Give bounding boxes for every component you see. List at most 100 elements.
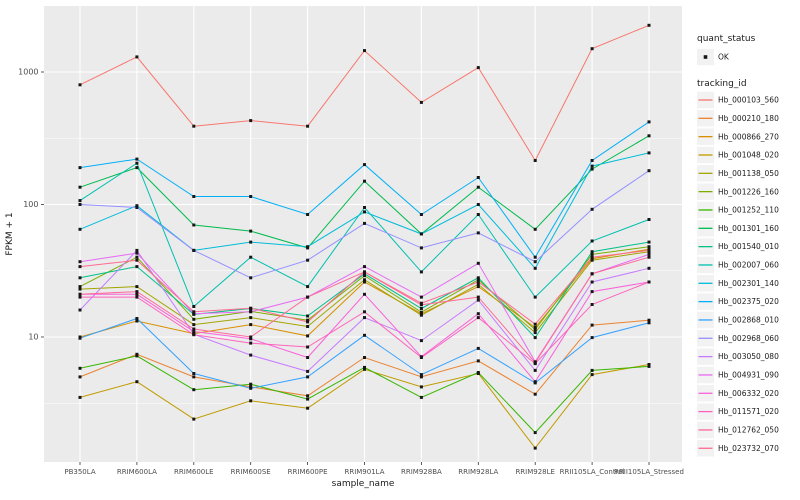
data-point[interactable]: [476, 298, 480, 302]
data-point[interactable]: [533, 322, 537, 326]
data-point[interactable]: [135, 317, 139, 320]
data-point[interactable]: [135, 285, 139, 289]
data-point[interactable]: [476, 176, 480, 179]
legend-item-Hb_002968_060[interactable]: Hb_002968_060: [697, 330, 779, 347]
data-point[interactable]: [533, 295, 537, 299]
data-point[interactable]: [192, 417, 196, 421]
data-point[interactable]: [135, 204, 139, 208]
data-point[interactable]: [306, 345, 310, 349]
data-point[interactable]: [78, 166, 82, 170]
data-point[interactable]: [533, 159, 537, 162]
data-point[interactable]: [78, 265, 82, 269]
data-point[interactable]: [192, 195, 196, 198]
data-point[interactable]: [78, 83, 82, 87]
data-point[interactable]: [419, 232, 423, 236]
data-point[interactable]: [476, 371, 480, 374]
legend-item-Hb_001048_020[interactable]: Hb_001048_020: [697, 146, 779, 164]
data-point[interactable]: [419, 303, 423, 307]
data-point[interactable]: [647, 364, 651, 368]
legend-item-Hb_002868_010[interactable]: Hb_002868_010: [697, 311, 779, 329]
data-point[interactable]: [135, 206, 139, 209]
data-point[interactable]: [306, 320, 310, 324]
data-point[interactable]: [476, 203, 480, 206]
data-point[interactable]: [249, 323, 253, 327]
data-point[interactable]: [78, 227, 82, 231]
data-point[interactable]: [590, 280, 594, 284]
data-point[interactable]: [363, 206, 366, 209]
data-point[interactable]: [476, 185, 480, 189]
data-point[interactable]: [476, 231, 480, 235]
data-point[interactable]: [249, 276, 253, 280]
data-point[interactable]: [647, 245, 651, 249]
data-point[interactable]: [363, 49, 366, 53]
data-point[interactable]: [249, 240, 253, 244]
data-point[interactable]: [78, 395, 82, 399]
data-point[interactable]: [192, 323, 196, 327]
data-point[interactable]: [419, 395, 423, 399]
data-point[interactable]: [476, 316, 480, 320]
data-point[interactable]: [363, 333, 366, 337]
data-point[interactable]: [363, 272, 366, 276]
data-point[interactable]: [192, 248, 196, 252]
data-point[interactable]: [306, 258, 310, 262]
data-point[interactable]: [647, 280, 651, 284]
data-point[interactable]: [533, 326, 537, 329]
data-point[interactable]: [249, 255, 253, 259]
data-point[interactable]: [249, 386, 253, 390]
data-point[interactable]: [590, 255, 594, 259]
data-point[interactable]: [249, 195, 253, 198]
data-point[interactable]: [363, 310, 366, 314]
data-point[interactable]: [476, 261, 480, 265]
data-point[interactable]: [476, 312, 480, 316]
data-point[interactable]: [533, 431, 537, 435]
data-point[interactable]: [135, 55, 139, 59]
data-point[interactable]: [363, 265, 366, 269]
legend-item-Hb_006332_020[interactable]: Hb_006332_020: [697, 385, 779, 402]
data-point[interactable]: [192, 388, 196, 392]
data-point[interactable]: [306, 318, 310, 322]
data-point[interactable]: [306, 397, 310, 401]
data-point[interactable]: [363, 292, 366, 296]
data-point[interactable]: [476, 66, 480, 70]
data-point[interactable]: [590, 272, 594, 276]
legend-item-Hb_004931_090[interactable]: Hb_004931_090: [697, 366, 779, 384]
data-point[interactable]: [590, 239, 594, 243]
data-point[interactable]: [306, 375, 310, 379]
data-point[interactable]: [249, 306, 253, 310]
data-point[interactable]: [647, 120, 651, 124]
data-point[interactable]: [533, 255, 537, 259]
data-point[interactable]: [647, 363, 651, 366]
data-point[interactable]: [647, 318, 651, 322]
data-point[interactable]: [192, 317, 196, 321]
data-point[interactable]: [419, 100, 423, 104]
data-point[interactable]: [590, 336, 594, 340]
data-point[interactable]: [363, 270, 366, 274]
data-point[interactable]: [363, 274, 366, 278]
data-point[interactable]: [249, 341, 253, 345]
data-point[interactable]: [249, 337, 253, 341]
data-point[interactable]: [192, 375, 196, 379]
data-point[interactable]: [306, 285, 310, 289]
legend-item-Hb_000103_560[interactable]: Hb_000103_560: [697, 91, 779, 109]
data-point[interactable]: [192, 312, 196, 316]
data-point[interactable]: [419, 246, 423, 250]
data-point[interactable]: [476, 278, 480, 282]
data-point[interactable]: [306, 295, 310, 299]
data-point[interactable]: [78, 185, 82, 189]
data-point[interactable]: [647, 252, 651, 256]
data-point[interactable]: [363, 367, 366, 371]
data-point[interactable]: [533, 331, 537, 335]
data-point[interactable]: [78, 336, 82, 340]
data-point[interactable]: [78, 199, 82, 203]
data-point[interactable]: [590, 207, 594, 211]
data-point[interactable]: [533, 380, 537, 384]
data-point[interactable]: [135, 290, 139, 294]
data-point[interactable]: [476, 359, 480, 363]
data-point[interactable]: [533, 446, 537, 450]
data-point[interactable]: [363, 179, 366, 183]
data-point[interactable]: [78, 375, 82, 379]
data-point[interactable]: [135, 248, 139, 252]
data-point[interactable]: [647, 255, 651, 259]
data-point[interactable]: [306, 314, 310, 318]
data-point[interactable]: [419, 301, 423, 305]
